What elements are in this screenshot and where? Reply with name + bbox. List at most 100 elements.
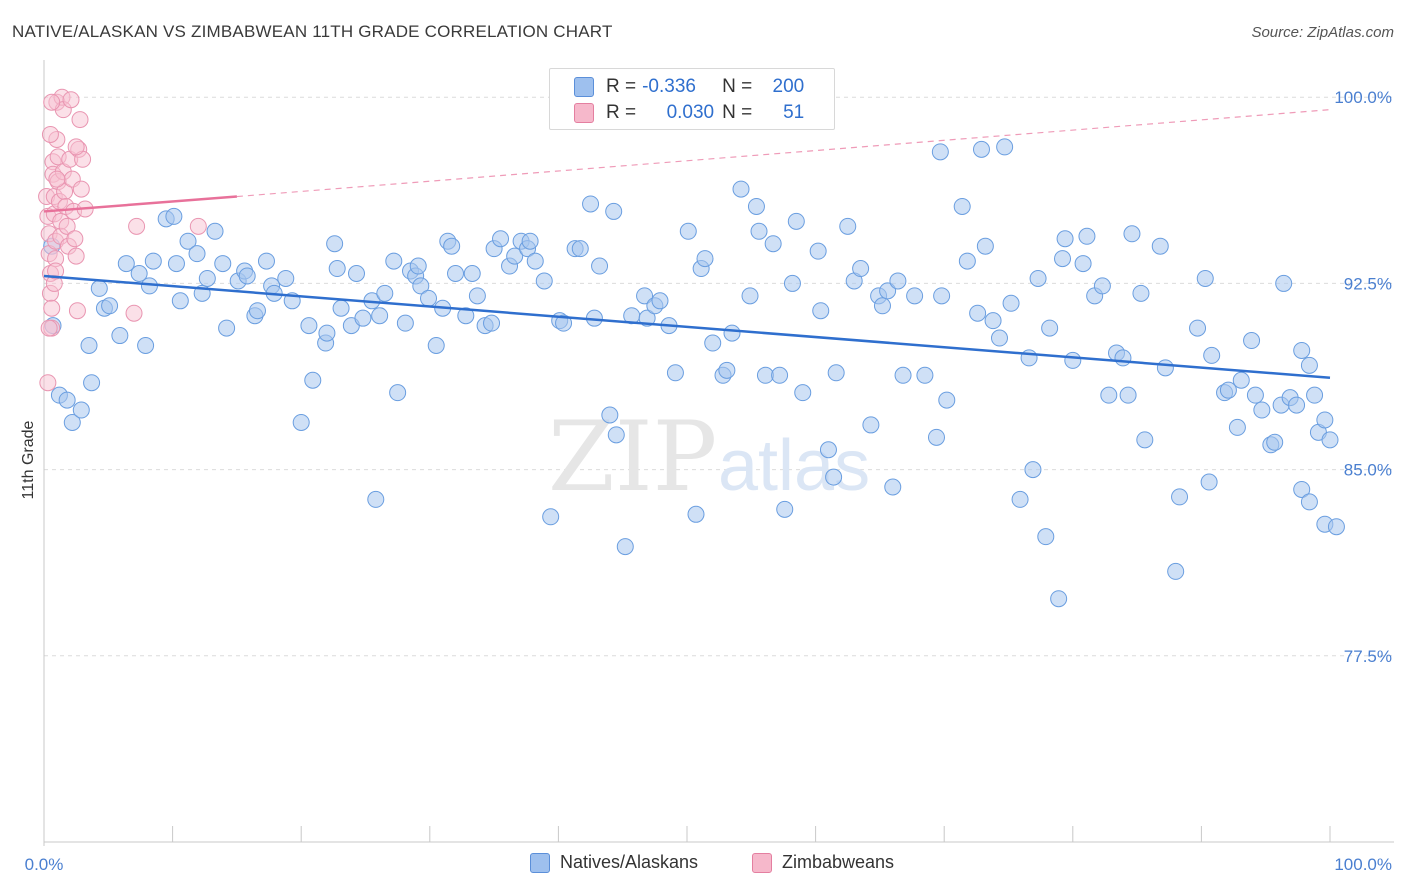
data-point-natives xyxy=(889,272,907,290)
data-point-natives xyxy=(1196,269,1214,287)
data-point-natives xyxy=(72,401,90,419)
data-point-natives xyxy=(137,336,155,354)
data-point-zimbabweans xyxy=(43,299,61,317)
data-point-natives xyxy=(300,317,318,335)
data-point-natives xyxy=(332,299,350,317)
bottom-legend-swatch-natives xyxy=(530,852,550,873)
data-point-natives xyxy=(1266,433,1284,451)
legend-r-label: R = xyxy=(606,102,637,123)
trend-line-zimbabweans-extension xyxy=(236,109,1331,198)
data-point-zimbabweans xyxy=(68,302,86,320)
data-point-natives xyxy=(1093,277,1111,295)
data-point-zimbabweans xyxy=(43,93,61,111)
data-point-natives xyxy=(318,324,336,342)
data-point-natives xyxy=(257,252,275,270)
data-point-zimbabweans xyxy=(41,125,59,143)
data-point-natives xyxy=(376,284,394,302)
watermark-zip: ZIP xyxy=(548,401,717,513)
data-point-natives xyxy=(1078,227,1096,245)
series-natives-points xyxy=(43,138,1345,608)
data-point-natives xyxy=(862,416,880,434)
y-tick-labels: 77.5% 85.0% 92.5% 100.0% xyxy=(1334,88,1392,666)
y-tick-label: 85.0% xyxy=(1344,461,1392,480)
data-point-natives xyxy=(542,508,560,526)
data-point-natives xyxy=(1232,371,1250,389)
data-point-natives xyxy=(571,240,589,258)
data-point-natives xyxy=(764,235,782,253)
data-point-natives xyxy=(1074,255,1092,273)
data-point-natives xyxy=(916,366,934,384)
data-point-natives xyxy=(1132,284,1150,302)
data-point-zimbabweans xyxy=(66,230,84,248)
data-point-natives xyxy=(506,247,524,265)
data-point-natives xyxy=(666,364,684,382)
data-point-natives xyxy=(616,538,634,556)
trend-line-natives xyxy=(43,274,1331,380)
watermark-atlas: atlas xyxy=(718,426,870,506)
data-point-natives xyxy=(214,255,232,273)
data-point-natives xyxy=(101,297,119,315)
y-axis-label: 11th Grade xyxy=(20,420,37,499)
data-point-natives xyxy=(958,252,976,270)
data-point-natives xyxy=(90,279,108,297)
data-point-natives xyxy=(972,140,990,158)
chart-title: NATIVE/ALASKAN VS ZIMBABWEAN 11TH GRADE … xyxy=(12,22,613,41)
data-point-natives xyxy=(468,287,486,305)
bottom-legend-zimbabweans[interactable]: Zimbabweans xyxy=(752,852,894,873)
data-point-natives xyxy=(457,307,475,325)
data-point-natives xyxy=(651,292,669,310)
watermark: ZIP atlas xyxy=(548,401,870,513)
data-point-natives xyxy=(463,264,481,282)
data-point-natives xyxy=(1041,319,1059,337)
data-point-natives xyxy=(990,329,1008,347)
data-point-natives xyxy=(931,143,949,161)
data-point-natives xyxy=(953,197,971,215)
trend-lines xyxy=(43,109,1331,380)
data-point-natives xyxy=(277,269,295,287)
y-tick-label: 77.5% xyxy=(1344,647,1392,666)
data-point-natives xyxy=(396,314,414,332)
data-point-natives xyxy=(704,334,722,352)
data-point-natives xyxy=(304,371,322,389)
legend-n-label: N = xyxy=(722,102,753,123)
legend-r-label: R = xyxy=(606,76,637,97)
data-point-natives xyxy=(1293,480,1311,498)
data-point-natives xyxy=(443,237,461,255)
data-point-natives xyxy=(839,217,857,235)
data-point-natives xyxy=(1327,518,1345,536)
data-point-natives xyxy=(420,289,438,307)
data-point-natives xyxy=(111,327,129,345)
data-point-natives xyxy=(117,255,135,273)
data-point-natives xyxy=(1123,225,1141,243)
data-point-natives xyxy=(292,413,310,431)
data-point-zimbabweans xyxy=(40,319,58,337)
bottom-legend-natives[interactable]: Natives/Alaskans xyxy=(530,852,698,873)
data-point-natives xyxy=(1002,294,1020,312)
data-point-natives xyxy=(787,212,805,230)
legend-row-natives: R = -0.336 N = 200 xyxy=(574,74,804,100)
data-point-natives xyxy=(601,406,619,424)
data-point-natives xyxy=(1228,418,1246,436)
data-point-natives xyxy=(1064,351,1082,369)
data-point-natives xyxy=(1114,349,1132,367)
data-point-natives xyxy=(794,384,812,402)
data-point-natives xyxy=(1288,396,1306,414)
data-point-natives xyxy=(718,361,736,379)
data-point-natives xyxy=(1243,332,1261,350)
data-point-natives xyxy=(144,252,162,270)
data-point-natives xyxy=(347,264,365,282)
data-point-natives xyxy=(198,269,216,287)
data-point-natives xyxy=(483,314,501,332)
x-tick-label: 0.0% xyxy=(25,855,64,874)
data-point-natives xyxy=(591,257,609,275)
legend-n-label: N = xyxy=(722,76,753,97)
data-point-natives xyxy=(732,180,750,198)
data-point-zimbabweans xyxy=(128,217,146,235)
data-point-zimbabweans xyxy=(72,180,90,198)
data-point-natives xyxy=(741,287,759,305)
legend-n-value: 200 xyxy=(772,76,805,97)
data-point-natives xyxy=(1300,493,1318,511)
data-point-natives xyxy=(696,250,714,268)
data-point-natives xyxy=(873,297,891,315)
